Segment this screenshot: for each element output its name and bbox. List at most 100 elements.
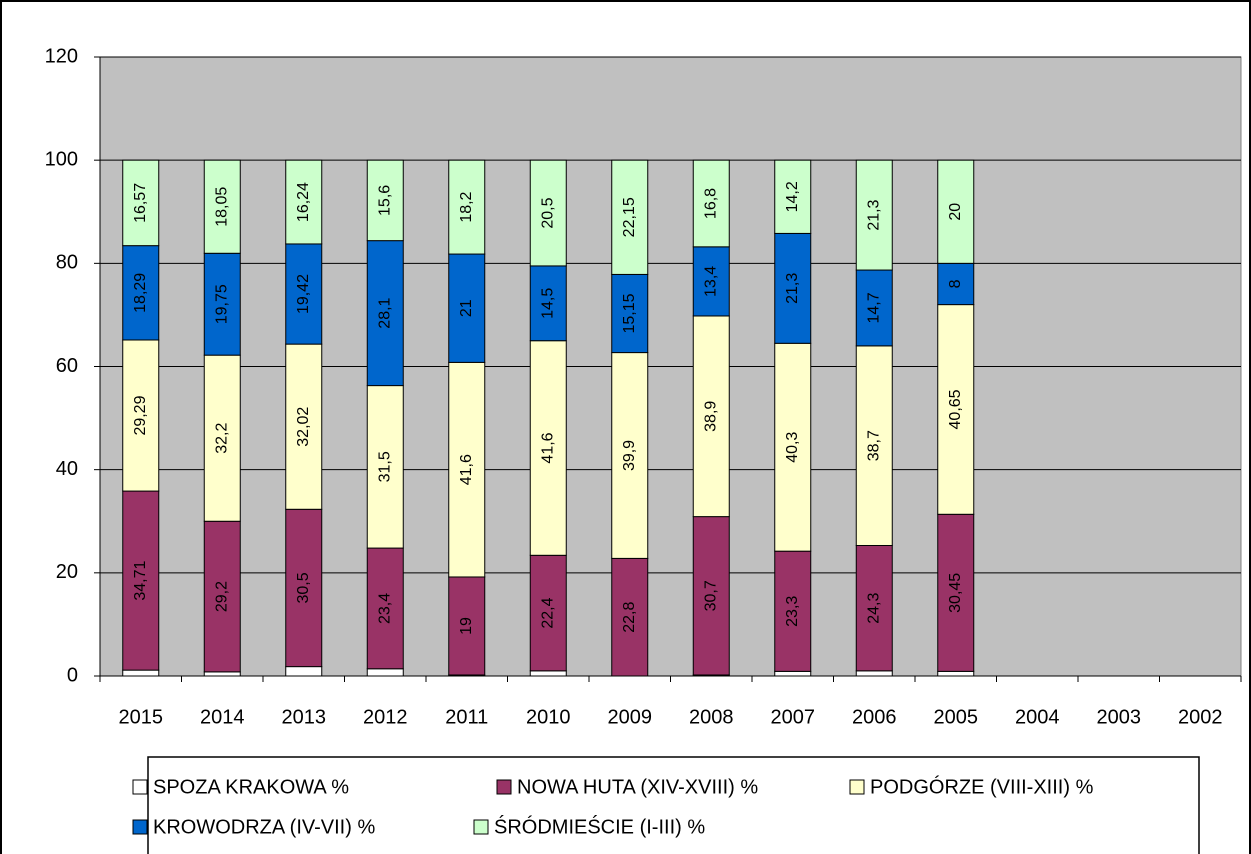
legend-label: ŚRÓDMIEŚCIE (I-III) %	[494, 814, 705, 838]
bar-segment	[529, 554, 567, 672]
bar-segment	[285, 343, 323, 510]
data-label: 30,45	[947, 573, 964, 613]
y-tick-label: 80	[56, 252, 78, 274]
data-label: 19,42	[295, 274, 312, 314]
x-tick-label: 2009	[608, 706, 653, 728]
data-label: 14,2	[784, 181, 801, 212]
legend-swatch	[849, 779, 865, 795]
data-label: 18,2	[458, 191, 475, 222]
legend-label: KROWODRZA (IV-VII) %	[153, 816, 375, 838]
y-tick-label: 100	[45, 148, 78, 170]
bar-segment	[203, 354, 241, 522]
bar-segment	[285, 159, 323, 245]
bar-segment	[122, 245, 160, 341]
bar-segment	[529, 340, 567, 556]
x-tick-label: 2015	[119, 706, 164, 728]
x-tick-label: 2013	[282, 706, 327, 728]
bar-segment	[366, 668, 404, 677]
bar-segment	[774, 159, 812, 234]
data-label: 31,5	[376, 451, 393, 482]
bar-segment	[122, 669, 160, 677]
bar-segment	[774, 670, 812, 677]
bar-segment	[774, 232, 812, 344]
y-tick-label: 40	[56, 458, 78, 480]
x-tick-label: 2012	[363, 706, 408, 728]
x-tick-label: 2010	[526, 706, 571, 728]
bar-segment	[855, 345, 893, 546]
data-label: 34,71	[132, 560, 149, 600]
bar-segment	[692, 159, 730, 248]
bar-segment	[855, 159, 893, 271]
x-tick-label: 2006	[852, 706, 897, 728]
x-tick-label: 2003	[1097, 706, 1142, 728]
bar-segment	[937, 304, 975, 515]
bar-segment	[448, 253, 486, 363]
bar-segment	[122, 490, 160, 671]
bar-segment	[611, 557, 649, 677]
data-label: 21,3	[784, 273, 801, 304]
data-label: 38,9	[702, 401, 719, 432]
x-tick-label: 2008	[689, 706, 734, 728]
data-label: 39,9	[621, 440, 638, 471]
data-label: 22,4	[539, 597, 556, 628]
legend-label: PODGÓRZE (VIII-XIII) %	[870, 775, 1094, 798]
data-label: 18,29	[132, 273, 149, 313]
x-tick-label: 2002	[1178, 706, 1223, 728]
legend-label: NOWA HUTA (XIV-XVIII) %	[517, 776, 758, 798]
legend-box	[147, 756, 1200, 854]
data-label: 30,7	[702, 580, 719, 611]
y-tick-label: 0	[67, 664, 78, 686]
legend-swatch	[132, 779, 148, 795]
data-label: 8	[947, 279, 964, 288]
data-label: 14,7	[865, 292, 882, 323]
x-tick-label: 2004	[1015, 706, 1060, 728]
data-label: 18,05	[213, 187, 230, 227]
bar-segment	[855, 544, 893, 672]
bar-segment	[855, 670, 893, 677]
data-label: 28,1	[376, 297, 393, 328]
bar-segment	[203, 671, 241, 677]
data-label: 15,15	[621, 293, 638, 333]
y-tick-label: 120	[45, 45, 78, 67]
bar-segment	[774, 550, 812, 672]
x-tick-label: 2011	[445, 706, 488, 728]
bar-segment	[366, 159, 404, 242]
data-label: 40,65	[947, 389, 964, 429]
data-label: 29,29	[132, 395, 149, 435]
data-label: 40,3	[784, 432, 801, 463]
bar-segment	[692, 315, 730, 518]
bar-segment	[611, 352, 649, 559]
bar-segment	[203, 520, 241, 673]
data-label: 19	[458, 617, 475, 635]
x-tick-label: 2005	[934, 706, 979, 728]
data-label: 22,8	[621, 602, 638, 633]
data-label: 21	[458, 299, 475, 317]
data-label: 20,5	[539, 197, 556, 228]
legend-swatch	[132, 819, 148, 835]
data-label: 23,4	[376, 593, 393, 624]
bar-segment	[774, 342, 812, 552]
data-label: 32,02	[295, 407, 312, 447]
bar-segment	[529, 265, 567, 342]
legend-swatch	[496, 779, 512, 795]
bar-segment	[366, 547, 404, 670]
bar-segment	[122, 159, 160, 247]
bar-segment	[448, 159, 486, 255]
x-tick-label: 2014	[200, 706, 245, 728]
y-tick-label: 60	[56, 355, 78, 377]
data-label: 16,57	[132, 183, 149, 223]
data-label: 13,4	[702, 266, 719, 297]
legend-swatch	[473, 819, 489, 835]
bar-segment	[285, 666, 323, 677]
data-label: 16,24	[295, 182, 312, 222]
data-label: 30,5	[295, 572, 312, 603]
bar-segment	[203, 252, 241, 356]
bar-segment	[937, 159, 975, 264]
bar-segment	[611, 159, 649, 275]
data-label: 24,3	[865, 592, 882, 623]
legend-label: SPOZA KRAKOWA %	[153, 776, 349, 798]
bar-segment	[285, 243, 323, 345]
data-label: 32,2	[213, 423, 230, 454]
data-label: 15,6	[376, 185, 393, 216]
